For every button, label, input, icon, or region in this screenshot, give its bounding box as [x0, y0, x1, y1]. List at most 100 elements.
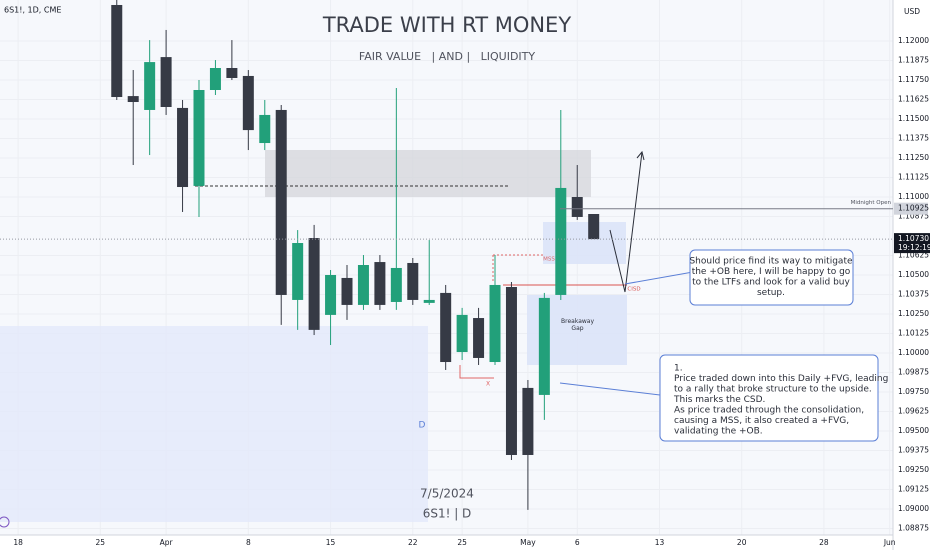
candle-body: [423, 299, 435, 303]
candle-body: [275, 109, 287, 295]
cisd-label: CISD: [627, 287, 640, 293]
y-tick-label: 1.10875: [898, 211, 929, 220]
candle-body: [341, 277, 353, 305]
y-tick-label: 1.09500: [898, 426, 929, 435]
x-label: X: [486, 381, 490, 388]
y-tick-label: 1.11250: [898, 153, 929, 162]
callout-text: to a rally that broke structure to the u…: [674, 385, 872, 395]
x-tick-label: 6: [575, 538, 580, 547]
candle-body: [522, 387, 534, 455]
x-tick-label: May: [520, 538, 536, 547]
y-tick-label: 1.09125: [898, 484, 929, 493]
projection: [609, 151, 643, 293]
x-tick-label: 13: [655, 538, 665, 547]
callout-text: validating the +OB.: [674, 427, 763, 437]
currency: USD: [904, 7, 920, 16]
x-tick-label: 22: [408, 538, 418, 547]
y-tick-label: 1.09000: [898, 504, 929, 513]
y-tick-label: 1.09375: [898, 445, 929, 454]
callout-box: [659, 354, 879, 442]
callout-text: As price traded through the consolidatio…: [674, 406, 864, 416]
candle-body: [144, 62, 156, 110]
callout-pointer: [559, 382, 661, 396]
callout-text: the +OB here, I will be happy to go: [692, 267, 851, 277]
chart-title: TRADE WITH RT MONEY: [322, 13, 571, 37]
x-tick-label: 15: [326, 538, 336, 547]
candle-body: [259, 114, 271, 144]
candle-body: [440, 292, 452, 363]
x-tick-label: 8: [246, 538, 251, 547]
callout-text: Should price find its way to mitigate: [689, 257, 853, 267]
supply-zone: [265, 150, 591, 197]
y-tick-label: 1.09875: [898, 367, 929, 376]
y-tick-label: 1.09625: [898, 406, 929, 415]
candles: [111, 0, 600, 510]
candle-body: [226, 68, 238, 78]
candle-body: [473, 318, 485, 358]
candle-body: [571, 196, 583, 217]
x-tick-label: 18: [13, 538, 23, 547]
y-tick-label: 1.10250: [898, 309, 929, 318]
price-axis: [893, 0, 932, 550]
y-tick-label: 1.11000: [898, 192, 929, 201]
callout-box: [689, 249, 854, 306]
callout-text: to the LTFs and look for a valid buy: [692, 278, 850, 288]
candle-body: [489, 284, 501, 363]
y-tick-label: 1.11875: [898, 56, 929, 65]
y-tick-label: 1.09250: [898, 465, 929, 474]
candle-body: [292, 243, 304, 300]
d-label: D: [419, 421, 426, 431]
mss-label: MSS: [543, 257, 555, 263]
candle-body: [390, 267, 402, 302]
candle-body: [505, 286, 517, 455]
x-tick-label: 25: [96, 538, 106, 547]
candle-body: [407, 262, 419, 300]
y-tick-label: 1.11625: [898, 95, 929, 104]
y-tick-label: 1.10375: [898, 289, 929, 298]
fvg-zone: [0, 326, 428, 522]
y-tick-label: 1.08875: [898, 523, 929, 532]
nav-icon[interactable]: [0, 516, 10, 528]
midnight-open-label: 1.10925: [898, 204, 929, 213]
y-tick-label: 1.10125: [898, 328, 929, 337]
symbol: 6S1!, 1D, CME: [4, 6, 61, 15]
x-tick-label: Jun: [883, 538, 896, 547]
callout-text: 1.: [674, 364, 683, 374]
y-tick-label: 1.12000: [898, 36, 929, 45]
midnight-open-name: Midnight Open: [851, 200, 892, 206]
watermark: 6S1! | D: [423, 507, 472, 521]
x-tick-label: 25: [457, 538, 467, 547]
candle-body: [177, 107, 189, 188]
y-tick-label: 1.11750: [898, 75, 929, 84]
callout-text: Price traded down into this Daily +FVG, …: [674, 374, 888, 384]
candle-body: [357, 265, 369, 305]
price-label-bg: [894, 202, 928, 215]
callout-text: This marks the CSD.: [673, 395, 765, 405]
x-tick-label: Apr: [160, 538, 174, 547]
candle-body: [242, 75, 254, 131]
candle-body: [193, 89, 205, 186]
candle-body: [111, 4, 123, 98]
arrow-head: [636, 150, 645, 161]
time-axis: [0, 535, 893, 550]
candle-body: [209, 68, 221, 90]
callout-text: causing a MSS, it also created a +FVG,: [674, 416, 849, 426]
last-price-label: 1.10730: [898, 234, 929, 243]
y-tick-label: 1.10625: [898, 250, 929, 259]
y-tick-label: 1.10500: [898, 270, 929, 279]
callout-pointer: [624, 271, 694, 285]
candle-body: [127, 96, 139, 103]
price-label-bg: [894, 233, 930, 254]
candle-body: [456, 314, 468, 353]
callout-text: setup.: [757, 288, 785, 298]
swing-line: [459, 365, 494, 379]
candle-body: [538, 297, 550, 395]
axes: 1.12000 1.11875 1.11750 1.11625 1.11500 1.113…: [0, 36, 932, 547]
candle-body: [374, 262, 386, 305]
gap-label-box: Breakaway Gap: [561, 318, 594, 332]
candle-body: [325, 274, 337, 315]
subtitle: FAIR VALUE | AND | LIQUIDITY: [359, 50, 536, 63]
y-tick-label: 1.11500: [898, 114, 929, 123]
candle-body: [555, 187, 567, 295]
